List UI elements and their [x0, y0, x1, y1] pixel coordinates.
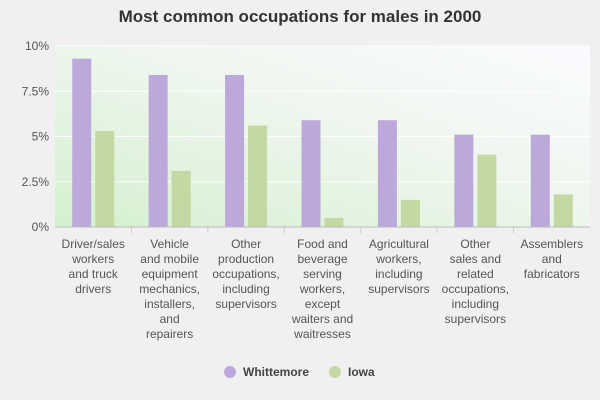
x-category-label: Vehicle and mobile equipment mechanics, inst… — [139, 237, 200, 341]
bar-iowa-4[interactable] — [400, 199, 420, 227]
chart-title: Most common occupations for males in 200… — [118, 7, 482, 26]
legend-swatch-whittemore — [224, 366, 236, 378]
y-tick-label: 10% — [25, 39, 49, 53]
bar-iowa-6[interactable] — [553, 194, 573, 227]
bar-whittemore-2[interactable] — [225, 74, 245, 228]
bar-iowa-5[interactable] — [477, 154, 497, 227]
bar-whittemore-0[interactable] — [72, 58, 92, 227]
legend-label: Iowa — [348, 365, 375, 379]
x-category-label: Driver/sales workers and truck drivers — [62, 237, 125, 296]
bar-iowa-0[interactable] — [95, 131, 115, 227]
y-tick-label: 2.5% — [22, 175, 50, 189]
legend-swatch-iowa — [329, 366, 341, 378]
y-tick-label: 7.5% — [22, 84, 50, 98]
bar-iowa-2[interactable] — [248, 125, 268, 227]
bar-whittemore-3[interactable] — [301, 120, 321, 227]
bar-whittemore-1[interactable] — [148, 74, 168, 228]
bar-whittemore-4[interactable] — [377, 120, 397, 227]
bar-iowa-3[interactable] — [324, 217, 344, 227]
x-category-label: Agricultural workers, including supervisors — [368, 237, 429, 296]
bar-iowa-1[interactable] — [171, 170, 191, 227]
bar-whittemore-6[interactable] — [530, 134, 550, 227]
x-category-label: Food and beverage serving workers, except wai… — [291, 237, 353, 341]
x-category-label: Other production occupations, including supe… — [212, 237, 279, 311]
x-category-label: Other sales and related occupations, includi… — [442, 237, 509, 326]
bar-whittemore-5[interactable] — [454, 134, 474, 227]
y-tick-label: 5% — [32, 130, 50, 144]
legend-label: Whittemore — [243, 365, 309, 379]
y-tick-label: 0% — [32, 220, 50, 234]
x-category-label: Assemblers and fabricators — [520, 237, 583, 281]
